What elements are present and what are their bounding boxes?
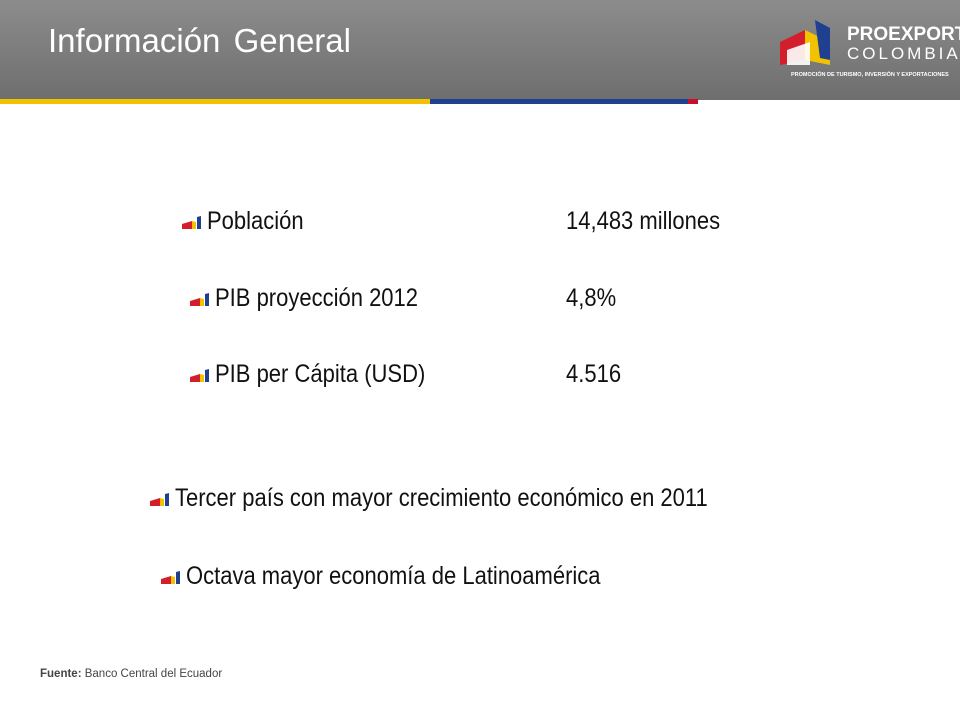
bullet-icon [182, 216, 202, 230]
logo: PROEXPORT COLOMBIA PROMOCIÓN DE TURISMO,… [775, 20, 960, 90]
bullet-icon [190, 293, 210, 307]
title: Información General [48, 22, 351, 59]
indicator-label: PIB proyección 2012 [215, 284, 419, 312]
bullet-icon [161, 571, 181, 585]
logo-country: COLOMBIA [847, 44, 960, 63]
source-label: Fuente: [40, 668, 82, 680]
indicator-value: 4.516 [566, 360, 622, 388]
indicator-value: 4,8% [566, 284, 617, 312]
logo-name: PROEXPORT [847, 24, 960, 45]
indicator-value: 14,483 millones [566, 207, 721, 235]
fact: Octava mayor economía de Latinoamérica [186, 562, 601, 590]
bullet-icon [150, 493, 170, 507]
stripe-blue [430, 99, 688, 104]
fact: Tercer país con mayor crecimiento económ… [175, 484, 708, 512]
logo-icon [780, 20, 830, 65]
indicator-label: PIB per Cápita (USD) [215, 360, 426, 388]
indicator-label: Población [207, 207, 304, 235]
stripe-red [688, 99, 698, 104]
stripe-yellow [0, 99, 430, 104]
source: Banco Central del Ecuador [84, 668, 223, 680]
logo-tagline: PROMOCIÓN DE TURISMO, INVERSIÓN Y EXPORT… [791, 72, 949, 78]
bullet-icon [190, 369, 210, 383]
footer: Fuente: Banco Central del Ecuador [40, 668, 222, 680]
